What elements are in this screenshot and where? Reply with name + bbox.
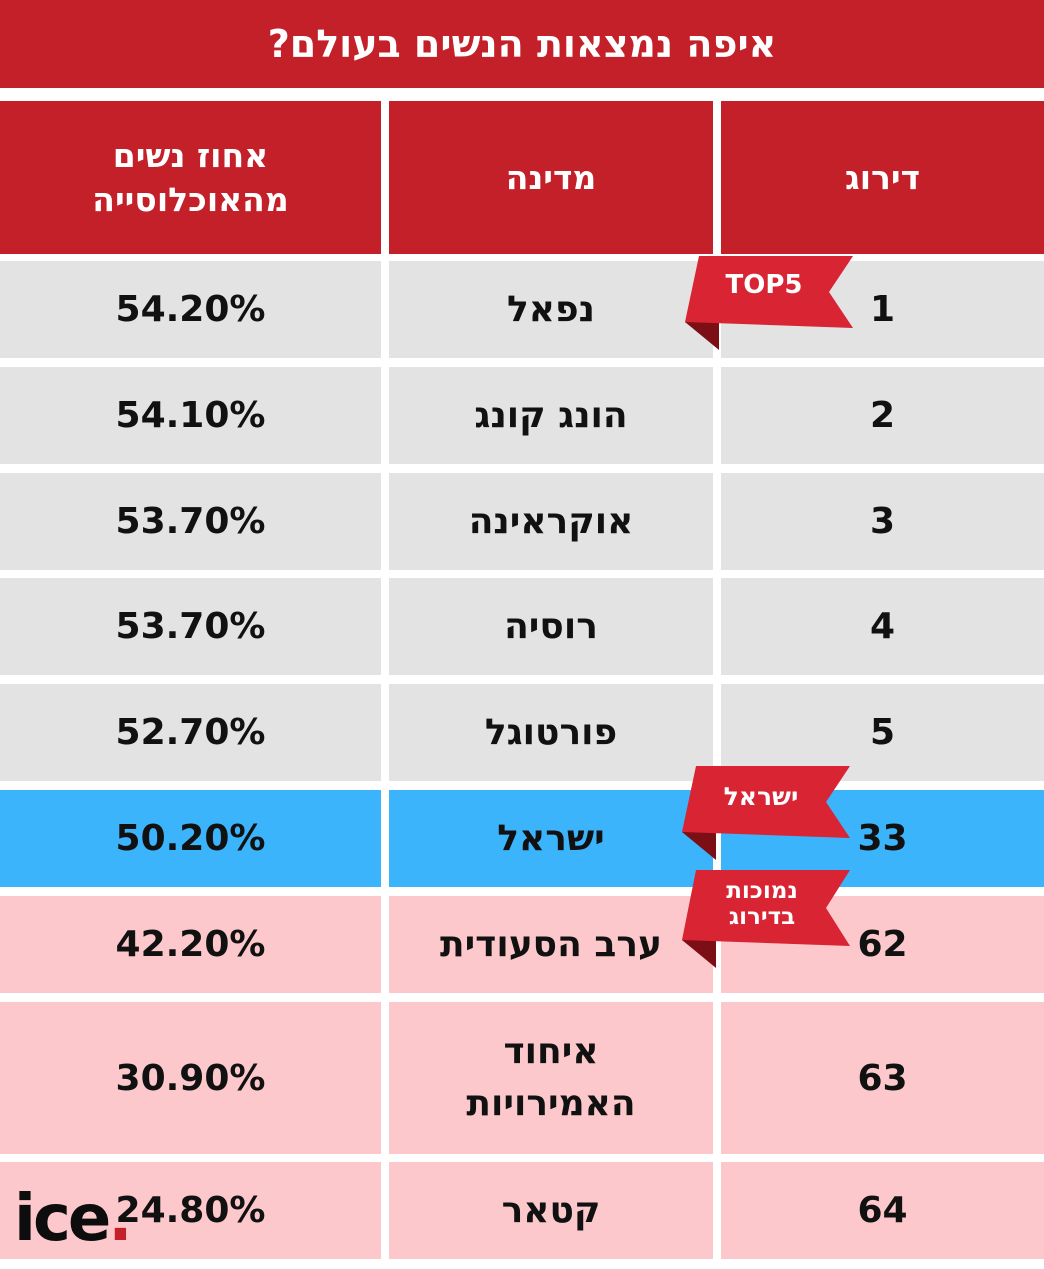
cell-percent: 53.70% [0,473,381,570]
cell-percent: 54.20% [0,261,381,358]
ribbon-shape [682,766,850,860]
country-name-line: ערב הסעודית [439,923,663,965]
ice-logo-dot: . [108,1182,132,1256]
header-rank: דירוג [721,101,1044,254]
country-name-line: רוסיה [504,605,598,647]
top5-ribbon: TOP5 [685,256,855,352]
country-name-line: ישראל [497,817,605,859]
ribbon-shape [682,870,850,968]
cell-percent: 54.10% [0,367,381,464]
cell-rank: 2 [721,367,1044,464]
page-title: איפה נמצאות הנשים בעולם? [0,0,1044,88]
header-country: מדינה [389,101,713,254]
cell-percent: 52.70% [0,684,381,781]
country-name-line: אוקראינה [468,500,634,542]
country-name-line: נפאל [507,288,595,330]
cell-country: ישראל [389,790,713,887]
cell-country: ערב הסעודית [389,896,713,993]
header-percent-line1: אחוז נשים [112,135,269,175]
cell-percent: 50.20% [0,790,381,887]
cell-rank: 5 [721,684,1044,781]
cell-country: רוסיה [389,578,713,675]
country-name-line: האמירויות [466,1083,636,1124]
cell-rank: 3 [721,473,1044,570]
header-percent: אחוז נשים מהאוכלוסייה [0,101,381,254]
country-name-line: קטאר [501,1189,601,1231]
ice-logo-text: ice [14,1182,111,1256]
cell-country: אוקראינה [389,473,713,570]
low-rank-ribbon: נמוכות בדירוג [682,870,852,970]
cell-country: נפאל [389,261,713,358]
cell-percent: 53.70% [0,578,381,675]
low-rank-ribbon-line1: נמוכות [726,878,798,904]
header-percent-line2: מהאוכלוסייה [92,179,289,219]
israel-ribbon: ישראל [682,766,852,862]
low-rank-ribbon-line2: בדירוג [728,904,796,930]
cell-country: איחוד האמירויות [389,1002,713,1154]
ribbon-shape [685,256,853,350]
israel-ribbon-label: ישראל [723,782,799,811]
cell-percent: 30.90% [0,1002,381,1154]
cell-country: פורטוגל [389,684,713,781]
ice-logo: ice. [14,1182,133,1256]
country-name-line: פורטוגל [484,711,618,753]
country-name-line: הונג קונג [474,394,628,436]
cell-rank: 63 [721,1002,1044,1154]
cell-country: הונג קונג [389,367,713,464]
cell-rank: 4 [721,578,1044,675]
country-name-line: איחוד [503,1031,599,1072]
cell-country: קטאר [389,1162,713,1259]
cell-rank: 64 [721,1162,1044,1259]
cell-percent: 24.80% [0,1162,381,1259]
low-rank-ribbon-label: נמוכות בדירוג [696,878,828,930]
top5-ribbon-label: TOP5 [725,270,803,300]
cell-percent: 42.20% [0,896,381,993]
